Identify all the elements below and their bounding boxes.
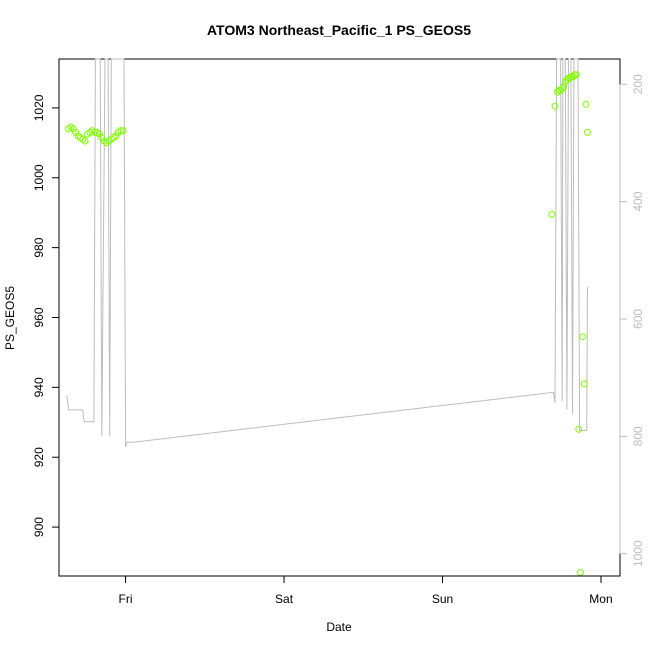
data-point (575, 425, 583, 433)
y-tick-label: 1000 (32, 164, 46, 191)
data-point (69, 125, 77, 133)
data-point (584, 128, 591, 136)
data-point (580, 380, 588, 388)
plot-frame (58, 58, 621, 577)
data-point (548, 210, 556, 218)
pressure-series-layer (65, 71, 591, 576)
y-tick-label: 920 (32, 447, 46, 467)
right-y-axis: 200 400 600 800 1000 (619, 74, 645, 567)
y-tick-label: 940 (32, 377, 46, 397)
data-point (576, 569, 584, 576)
right-y-tick-label: 400 (631, 191, 645, 211)
right-y-tick-label: 200 (631, 74, 645, 94)
data-point (117, 127, 125, 135)
data-point (81, 137, 89, 145)
data-point (551, 102, 559, 110)
x-tick-label: Fri (119, 592, 133, 606)
x-axis-label: Date (326, 620, 352, 634)
data-point (72, 128, 80, 136)
data-point (79, 135, 87, 143)
right-y-tick-label: 600 (631, 309, 645, 329)
chart-title: ATOM3 Northeast_Pacific_1 PS_GEOS5 (207, 22, 471, 38)
data-point (112, 132, 120, 140)
x-tick-label: Sat (275, 592, 294, 606)
data-point (582, 100, 590, 108)
data-point (579, 333, 587, 341)
y-tick-label: 960 (32, 307, 46, 327)
data-point (91, 128, 99, 136)
data-point (558, 85, 566, 93)
data-point (572, 71, 580, 79)
y-axis-label: PS_GEOS5 (3, 286, 17, 350)
data-point (95, 130, 103, 138)
data-point (119, 127, 127, 135)
altitude-series-layer (66, 58, 588, 448)
y-tick-label: 900 (32, 517, 46, 537)
y-tick-label: 980 (32, 237, 46, 257)
x-tick-label: Sun (432, 592, 453, 606)
y-tick-label: 1020 (32, 94, 46, 121)
right-y-tick-label: 1000 (631, 540, 645, 567)
x-tick-label: Mon (589, 592, 612, 606)
y-axis: 900 920 940 960 980 1000 1020 (32, 94, 60, 537)
x-axis: Fri Sat Sun Mon (119, 575, 613, 606)
altitude-line (66, 58, 588, 448)
data-point (98, 134, 106, 142)
right-y-tick-label: 800 (631, 426, 645, 446)
